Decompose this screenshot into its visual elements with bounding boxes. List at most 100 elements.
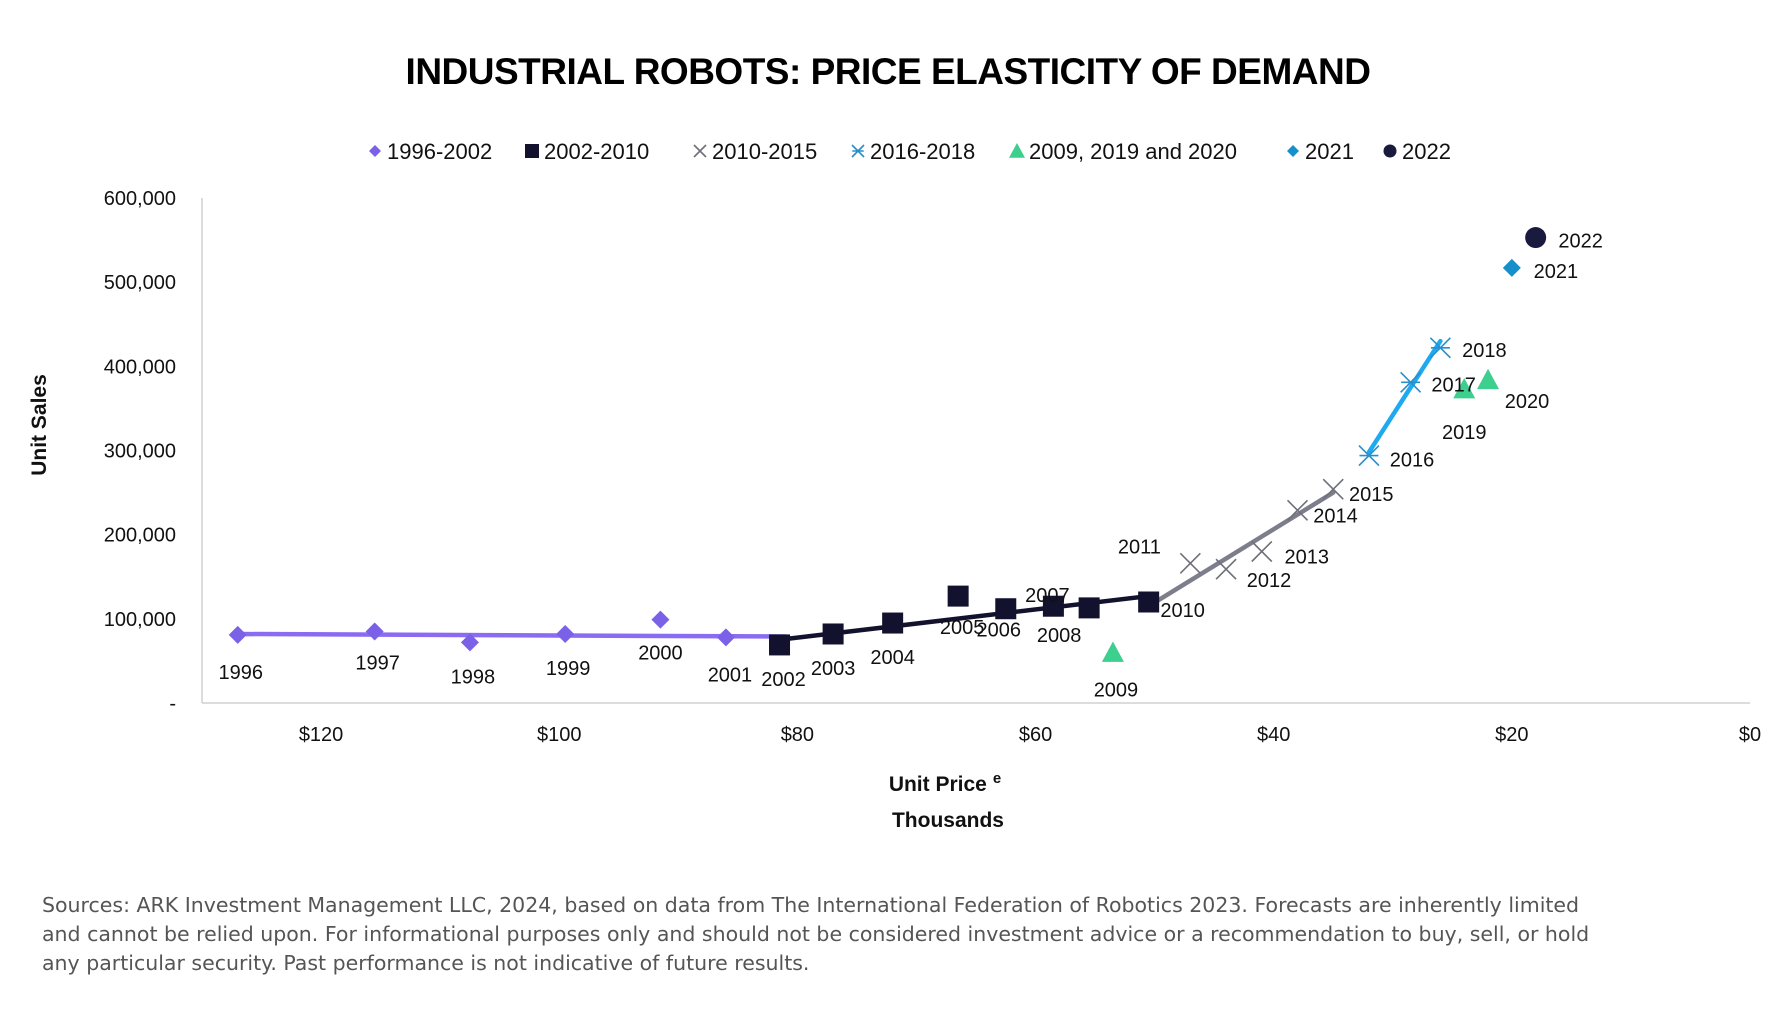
data-point: [1101, 641, 1124, 662]
point-label: 1996: [218, 662, 263, 684]
point-label: 2000: [638, 643, 683, 665]
data-point: [822, 623, 844, 645]
data-point: [1322, 478, 1344, 500]
y-tick-labels: - 100,000 200,000 300,000 400,000 500,000 600,…: [104, 188, 176, 715]
y-tick-label: 300,000: [104, 441, 176, 463]
trendline-3: [1366, 338, 1443, 455]
point-label: 2010: [1160, 600, 1205, 622]
point-label: 2021: [1534, 261, 1579, 283]
legend: 1996-2002 2002-2010 2010-2015 2016-2018 2009…: [369, 139, 1451, 164]
legend-marker-6: [1383, 144, 1397, 158]
data-point: [882, 612, 904, 634]
point-label: 2018: [1462, 340, 1507, 362]
data-point: [1215, 558, 1237, 580]
trendlines: [235, 338, 1443, 642]
data-point: [1502, 258, 1521, 277]
data-point: [228, 625, 247, 644]
data-point: [1358, 444, 1380, 467]
legend-label: 2016-2018: [870, 139, 975, 164]
point-label: 2001: [708, 664, 753, 686]
data-point: [1525, 227, 1547, 249]
legend-label: 2022: [1402, 139, 1451, 164]
legend-marker-0: [369, 145, 381, 157]
data-point: [1429, 337, 1451, 359]
legend-label: 2009, 2019 and 2020: [1029, 139, 1237, 164]
x-tick-labels: $120 $100 $80 $60 $40 $20 $0: [299, 724, 1761, 746]
legend-label: 2021: [1305, 139, 1354, 164]
x-axis-title-superscript: e: [993, 770, 1001, 787]
legend-marker-3: [851, 144, 865, 158]
data-point: [1138, 591, 1160, 613]
legend-marker-1: [525, 144, 539, 158]
data-point: [1042, 595, 1064, 617]
y-tick-label: 100,000: [104, 609, 176, 631]
point-label: 2020: [1505, 391, 1550, 413]
data-point: [651, 610, 670, 629]
point-label: 2009: [1094, 680, 1139, 702]
data-point: [1453, 378, 1476, 399]
point-label: 1998: [451, 666, 496, 688]
point-label: 1997: [355, 652, 400, 674]
point-label: 2014: [1313, 505, 1358, 527]
data-point: [365, 622, 384, 641]
y-tick-label: 400,000: [104, 356, 176, 378]
legend-label: 1996-2002: [387, 139, 492, 164]
point-label: 2004: [870, 647, 915, 669]
point-label: 2022: [1558, 231, 1603, 253]
data-point: [995, 598, 1017, 620]
x-tick-label: $80: [781, 724, 814, 746]
x-tick-label: $40: [1257, 724, 1290, 746]
point-label: 2006: [977, 620, 1022, 642]
x-axis-title-main: Unit Price: [889, 773, 987, 796]
point-label: 2013: [1285, 547, 1330, 569]
point-label: 2007: [1025, 585, 1070, 607]
data-point: [460, 633, 479, 652]
x-axis-title: Unit Price e: [889, 770, 1001, 796]
data-point: [947, 585, 969, 607]
x-tick-label: $100: [537, 724, 582, 746]
x-tick-label: $20: [1495, 724, 1528, 746]
trendline-0: [235, 631, 788, 639]
legend-marker-2: [693, 144, 707, 158]
x-tick-label: $0: [1739, 724, 1761, 746]
source-note: Sources: ARK Investment Management LLC, …: [42, 893, 1590, 975]
data-point: [1477, 368, 1500, 390]
axes: [201, 198, 1750, 704]
point-label: 2019: [1442, 422, 1487, 444]
point-label: 2008: [1037, 625, 1082, 647]
y-axis-title: Unit Sales: [28, 374, 51, 476]
y-tick-label: 600,000: [104, 188, 176, 210]
data-point: [556, 624, 575, 643]
point-label: 2005: [940, 617, 985, 639]
point-label: 2017: [1431, 374, 1476, 396]
chart-title: INDUSTRIAL ROBOTS: PRICE ELASTICITY OF D…: [406, 51, 1371, 92]
y-tick-label: 200,000: [104, 525, 176, 547]
y-tick-label: -: [169, 693, 176, 715]
x-tick-label: $60: [1019, 724, 1052, 746]
data-point: [1400, 371, 1422, 393]
x-axis-units: Thousands: [892, 809, 1004, 832]
point-labels: 1996 1997 1998 1999 2000 2001 2002 2003 2004 2005…: [218, 231, 1602, 702]
data-point: [1078, 597, 1100, 619]
data-points: [228, 227, 1547, 662]
point-label: 2015: [1349, 484, 1394, 506]
point-label: 2011: [1118, 536, 1161, 558]
legend-label: 2010-2015: [712, 139, 817, 164]
point-label: 2003: [811, 658, 856, 680]
point-label: 2012: [1247, 570, 1292, 592]
point-label: 1999: [546, 658, 591, 680]
data-point: [716, 628, 735, 647]
data-point: [1179, 552, 1201, 574]
legend-label: 2002-2010: [544, 139, 649, 164]
point-label: 2016: [1390, 450, 1435, 472]
legend-marker-5: [1287, 145, 1299, 157]
legend-marker-4: [1009, 143, 1025, 158]
data-point: [1251, 540, 1273, 563]
x-tick-label: $120: [299, 724, 344, 746]
data-point: [1286, 499, 1309, 521]
point-label: 2002: [761, 669, 806, 691]
trendline-2: [1146, 490, 1336, 609]
y-tick-label: 500,000: [104, 272, 176, 294]
data-point: [769, 634, 791, 656]
